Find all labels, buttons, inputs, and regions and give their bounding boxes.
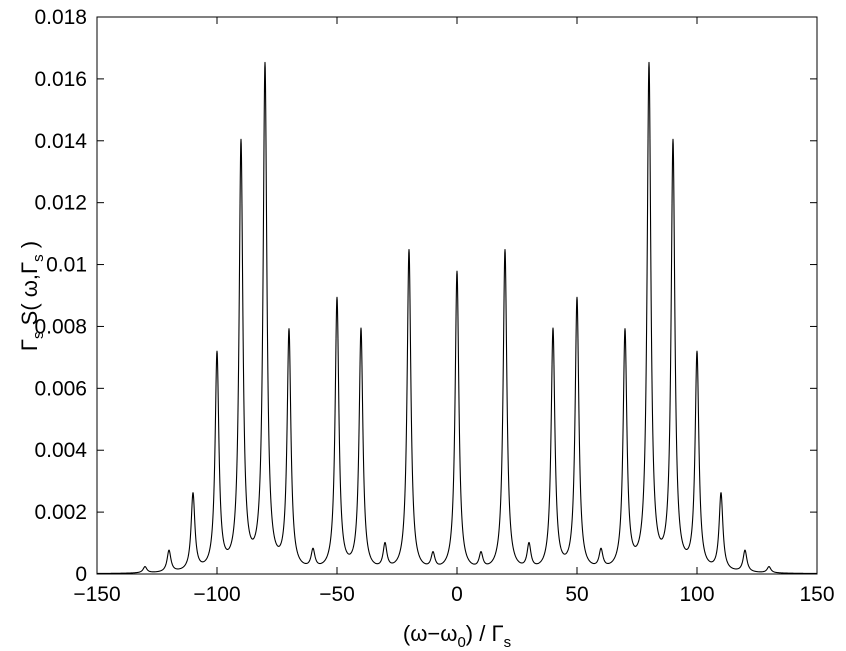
y-axis-label: Γs S( ω,Γs ) <box>17 241 47 351</box>
y-tick-label: 0.014 <box>34 130 87 153</box>
y-tick-label: 0.01 <box>46 254 87 277</box>
y-tick-label: 0.002 <box>34 501 87 524</box>
x-tick-label: −150 <box>73 583 120 606</box>
y-tick-label: 0 <box>75 563 87 586</box>
spectrum-line <box>96 61 818 575</box>
y-tick-label: 0.018 <box>34 6 87 29</box>
x-tick-label: −100 <box>193 583 240 606</box>
y-tick-label: 0.008 <box>34 315 87 338</box>
x-tick-label: 0 <box>451 583 463 606</box>
x-tick-label: 50 <box>565 583 588 606</box>
x-axis-ticks: −150 −100 −50 0 50 100 150 <box>73 17 835 606</box>
y-tick-label: 0.004 <box>34 439 87 462</box>
y-tick-label: 0.006 <box>34 377 87 400</box>
y-axis-ticks: 0 0.002 0.004 0.006 0.008 0.01 0.012 0.014 0.016… <box>34 6 817 586</box>
x-tick-label: −50 <box>319 583 355 606</box>
x-axis-label: (ω−ω0) / Γs <box>403 621 511 651</box>
y-tick-label: 0.016 <box>34 68 87 91</box>
y-tick-label: 0.012 <box>34 192 87 215</box>
x-tick-label: 150 <box>799 583 834 606</box>
x-tick-label: 100 <box>679 583 714 606</box>
